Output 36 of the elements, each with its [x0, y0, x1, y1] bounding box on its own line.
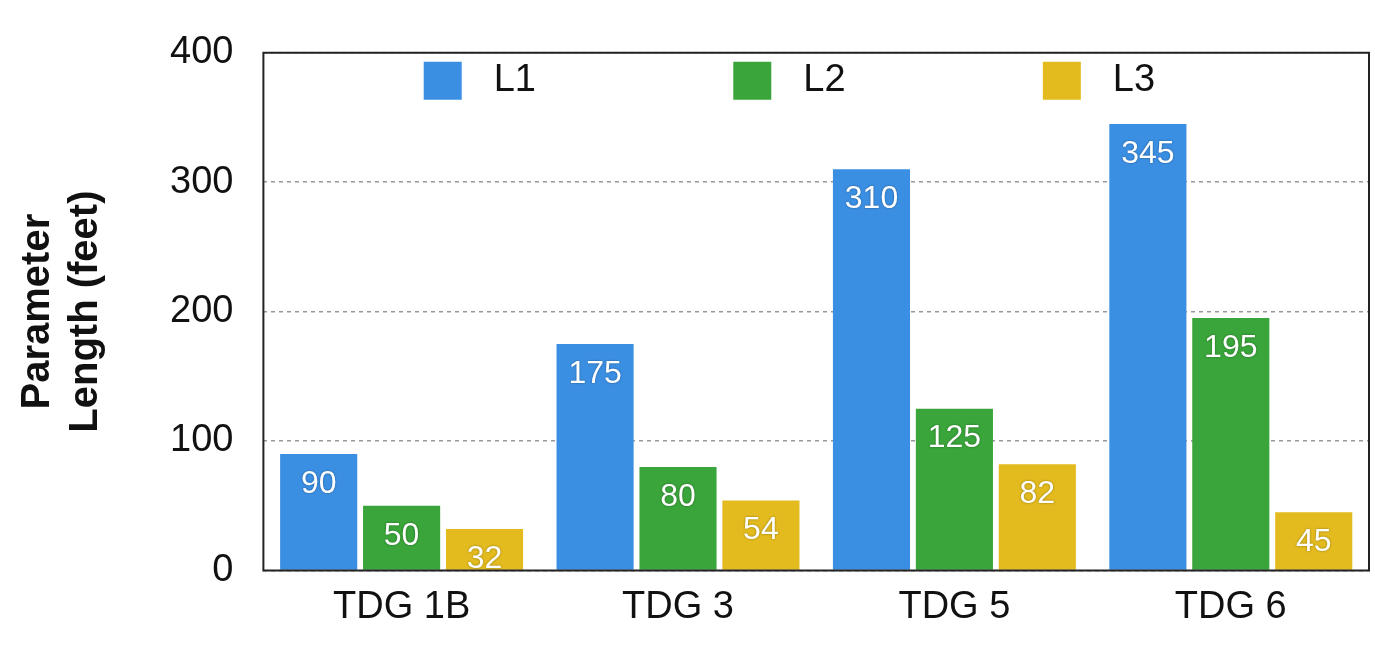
- x-tick-label: TDG 5: [898, 583, 1011, 626]
- bar: [1192, 318, 1270, 570]
- data-label: 45: [1295, 522, 1332, 558]
- y-tick-label: 400: [170, 29, 234, 72]
- data-label: 80: [660, 476, 696, 513]
- bar: [639, 466, 717, 570]
- bar: [998, 464, 1076, 570]
- data-label: 82: [1019, 474, 1056, 511]
- data-label: 90: [300, 463, 337, 500]
- x-tick-label: TDG 1B: [332, 583, 471, 626]
- data-label: 125: [927, 418, 982, 455]
- y-tick-label: 300: [170, 158, 234, 201]
- y-tick-label: 0: [212, 546, 234, 589]
- data-label: 345: [1121, 133, 1175, 170]
- bar: [1109, 123, 1187, 570]
- legend-label: L3: [1112, 57, 1156, 100]
- data-label: 175: [568, 353, 622, 390]
- data-label: 54: [743, 510, 779, 547]
- x-tick-label: TDG 6: [1174, 583, 1287, 626]
- bar: [556, 343, 634, 570]
- bar: [832, 169, 911, 570]
- data-label: 32: [466, 538, 503, 575]
- bar: [722, 500, 800, 570]
- y-tick-label: 200: [170, 288, 234, 331]
- data-label: 195: [1204, 327, 1258, 364]
- bar: [363, 505, 441, 570]
- bar: [1275, 512, 1353, 570]
- y-tick-label: 100: [170, 417, 234, 460]
- legend-label: L2: [803, 57, 846, 100]
- x-tick-label: TDG 3: [622, 583, 734, 626]
- data-label: 50: [383, 515, 420, 552]
- bar: [280, 453, 358, 570]
- data-label: 310: [844, 179, 899, 216]
- bar: [915, 408, 993, 570]
- legend-label: L1: [493, 57, 536, 100]
- y-axis-title: Parameter Length (feet): [13, 190, 106, 433]
